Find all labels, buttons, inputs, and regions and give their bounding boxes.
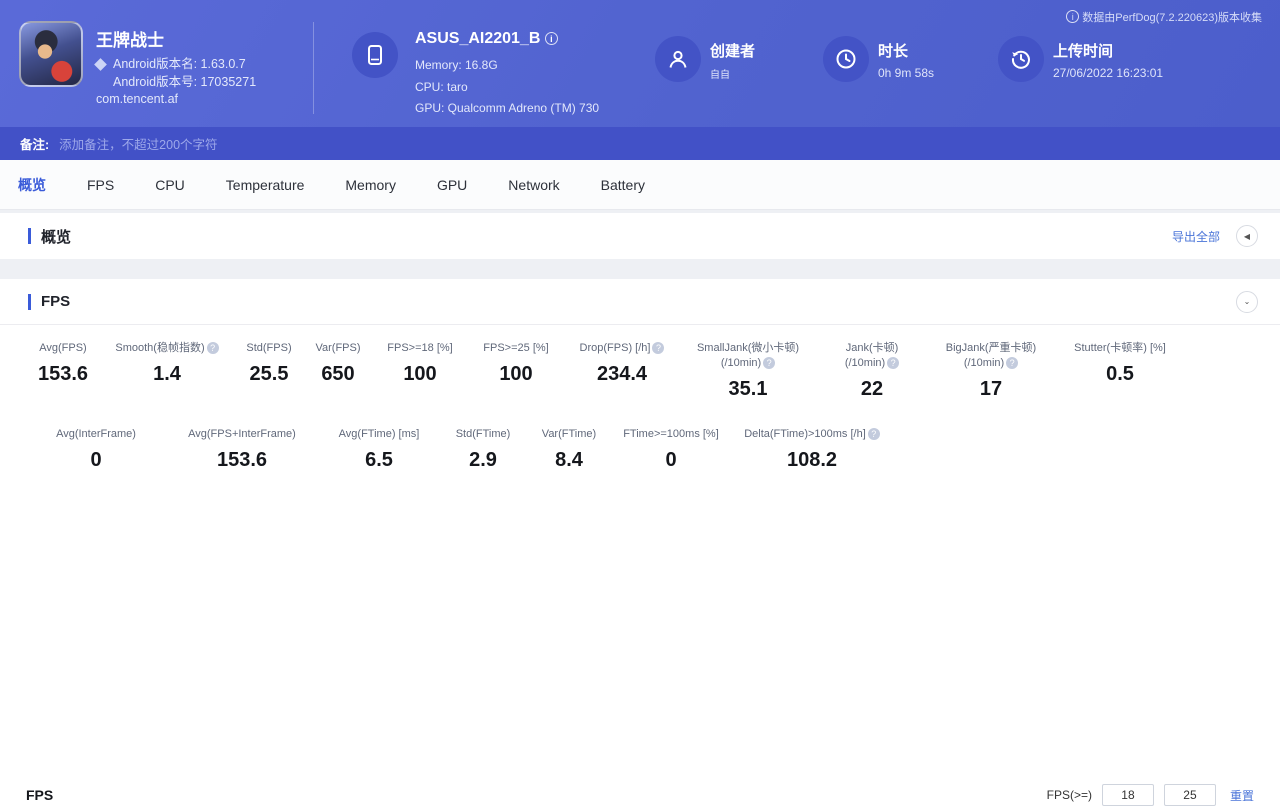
stat-info-icon[interactable]: ? — [763, 357, 776, 369]
note-label: 备注: — [20, 138, 50, 152]
upload-icon-circle — [998, 36, 1044, 82]
stat-value: 0.5 — [1106, 363, 1134, 385]
info-icon: i — [1066, 10, 1080, 23]
collapse-left-button[interactable]: ◀ — [1236, 225, 1258, 247]
fps-threshold-input-1[interactable] — [1101, 784, 1154, 806]
stat-Var(FPS): Var(FPS) 650 — [304, 341, 372, 401]
stat-info-icon[interactable]: ? — [867, 428, 880, 440]
stat-Std(FPS): Std(FPS) 25.5 — [234, 341, 304, 401]
stat-Avg(FTime) [ms]: Avg(FTime) [ms] 6.5 — [318, 427, 440, 472]
header: 王牌战士 Android版本名: 1.63.0.7 Android版本号: 17… — [0, 0, 1280, 127]
stat-Std(FTime): Std(FTime) 2.9 — [440, 427, 526, 472]
stat-Jank(卡顿): Jank(卡顿) (/10min)? 22 — [816, 341, 928, 401]
stat-FPS>=18 [%]: FPS>=18 [%] 100 — [372, 341, 468, 401]
export-all-button[interactable]: 导出全部 — [1171, 229, 1220, 244]
device-icon-circle — [352, 32, 398, 78]
stat-info-icon[interactable]: ? — [206, 342, 219, 354]
stat-value: 108.2 — [786, 449, 838, 471]
android-version-code: Android版本号: 17035271 — [113, 75, 257, 89]
tab-Memory[interactable]: Memory — [345, 176, 396, 193]
reset-button[interactable]: 重置 — [1229, 788, 1254, 803]
phone-icon — [368, 45, 382, 65]
stat-value: 650 — [321, 363, 355, 385]
stat-info-icon[interactable]: ? — [887, 357, 900, 369]
fps-threshold-label: FPS(>=) — [1046, 788, 1092, 802]
stat-info-icon[interactable]: ? — [652, 342, 665, 354]
stat-SmallJank(微小卡顿): SmallJank(微小卡顿) (/10min)? 35.1 — [680, 341, 816, 401]
stat-value: 8.4 — [555, 449, 583, 471]
tab-CPU[interactable]: CPU — [155, 176, 185, 193]
stat-Delta(FTime)>100ms [/h]: Delta(FTime)>100ms [/h]? 108.2 — [730, 427, 894, 472]
fps-card: FPS ⌄ Avg(FPS) 153.6 Smooth(稳帧指数)? 1.4 Std(F… — [0, 279, 1280, 810]
stat-Smooth(稳帧指数): Smooth(稳帧指数)? 1.4 — [100, 341, 234, 401]
upload-time-label: 上传时间 — [1053, 43, 1114, 60]
tab-Network[interactable]: Network — [508, 176, 560, 193]
stat-value: 0 — [90, 449, 102, 471]
stat-value: 25.5 — [249, 363, 289, 385]
device-gpu: GPU: Qualcomm Adreno (TM) 730 — [415, 101, 600, 115]
tab-Temperature[interactable]: Temperature — [225, 176, 305, 193]
stat-Avg(FPS): Avg(FPS) 153.6 — [26, 341, 100, 401]
stat-value: 35.1 — [728, 378, 768, 400]
fps-stats-row-1: Avg(FPS) 153.6 Smooth(稳帧指数)? 1.4 Std(FPS) 25.… — [0, 341, 1280, 401]
stat-value: 234.4 — [596, 363, 648, 385]
stat-value: 17 — [979, 378, 1003, 400]
duration-label: 时长 — [878, 43, 909, 60]
stat-value: 2.9 — [469, 449, 497, 471]
package-name: com.tencent.af — [96, 92, 178, 106]
stat-value: 153.6 — [37, 363, 89, 385]
stat-BigJank(严重卡顿): BigJank(严重卡顿) (/10min)? 17 — [928, 341, 1054, 401]
tab-Battery[interactable]: Battery — [600, 176, 646, 193]
stat-FPS>=25 [%]: FPS>=25 [%] 100 — [468, 341, 564, 401]
stat-value: 6.5 — [365, 449, 393, 471]
device-memory: Memory: 16.8G — [415, 58, 498, 72]
stat-FTime>=100ms [%]: FTime>=100ms [%] 0 — [612, 427, 730, 472]
collector-note: i 数据由PerfDog(7.2.220623)版本收集 — [1066, 9, 1262, 25]
tab-概览[interactable]: 概览 — [18, 176, 46, 193]
duration-value: 0h 9m 58s — [878, 66, 935, 80]
clock-icon — [836, 49, 856, 69]
stat-Avg(FPS+InterFrame): Avg(FPS+InterFrame) 153.6 — [166, 427, 318, 472]
tab-FPS[interactable]: FPS — [87, 176, 115, 193]
game-title: 王牌战士 — [96, 31, 164, 50]
duration-icon-circle — [823, 36, 869, 82]
creator-label: 创建者 — [710, 43, 756, 60]
stat-value: 153.6 — [216, 449, 268, 471]
device-name: ASUS_AI2201_B i — [415, 30, 558, 48]
device-cpu: CPU: taro — [415, 80, 468, 94]
fps-chart-title: FPS — [26, 787, 54, 803]
game-app-icon — [19, 21, 83, 87]
fps-threshold-input-2[interactable] — [1163, 784, 1216, 806]
history-clock-icon — [1011, 50, 1030, 69]
overview-section-header: 概览 导出全部 ◀ — [0, 213, 1280, 259]
tab-GPU[interactable]: GPU — [436, 176, 468, 193]
android-version-name: Android版本名: 1.63.0.7 — [113, 57, 246, 71]
header-divider — [313, 22, 314, 114]
stat-value: 0 — [665, 449, 677, 471]
fps-section-title: FPS — [41, 293, 71, 310]
person-icon — [669, 50, 687, 68]
tab-bar: 概览 FPS CPU Temperature Memory GPU Network Batte… — [0, 160, 1280, 210]
stat-Avg(InterFrame): Avg(InterFrame) 0 — [26, 427, 166, 472]
creator-value: 自自 — [710, 70, 730, 81]
fps-stats-row-2: Avg(InterFrame) 0 Avg(FPS+InterFrame) 153.6… — [0, 427, 1280, 472]
device-info-icon[interactable]: i — [544, 32, 558, 45]
note-placeholder: 添加备注，不超过200个字符 — [59, 138, 218, 152]
collapse-fps-button[interactable]: ⌄ — [1236, 290, 1258, 313]
upload-time-value: 27/06/2022 16:23:01 — [1053, 66, 1164, 80]
creator-icon-circle — [655, 36, 701, 82]
stat-info-icon[interactable]: ? — [1006, 357, 1019, 369]
section-accent-bar — [28, 293, 31, 310]
stat-value: 100 — [499, 363, 533, 385]
diamond-icon — [94, 58, 107, 71]
stat-Stutter(卡顿率) [%]: Stutter(卡顿率) [%] 0.5 — [1054, 341, 1186, 401]
stat-value: 22 — [860, 378, 884, 400]
stat-value: 1.4 — [153, 363, 181, 385]
overview-title: 概览 — [41, 228, 72, 246]
note-bar[interactable]: 备注: 添加备注，不超过200个字符 — [0, 127, 1280, 160]
stat-Drop(FPS) [/h]: Drop(FPS) [/h]? 234.4 — [564, 341, 680, 401]
section-accent-bar — [28, 228, 31, 244]
stat-Var(FTime): Var(FTime) 8.4 — [526, 427, 612, 472]
stat-value: 100 — [403, 363, 437, 385]
